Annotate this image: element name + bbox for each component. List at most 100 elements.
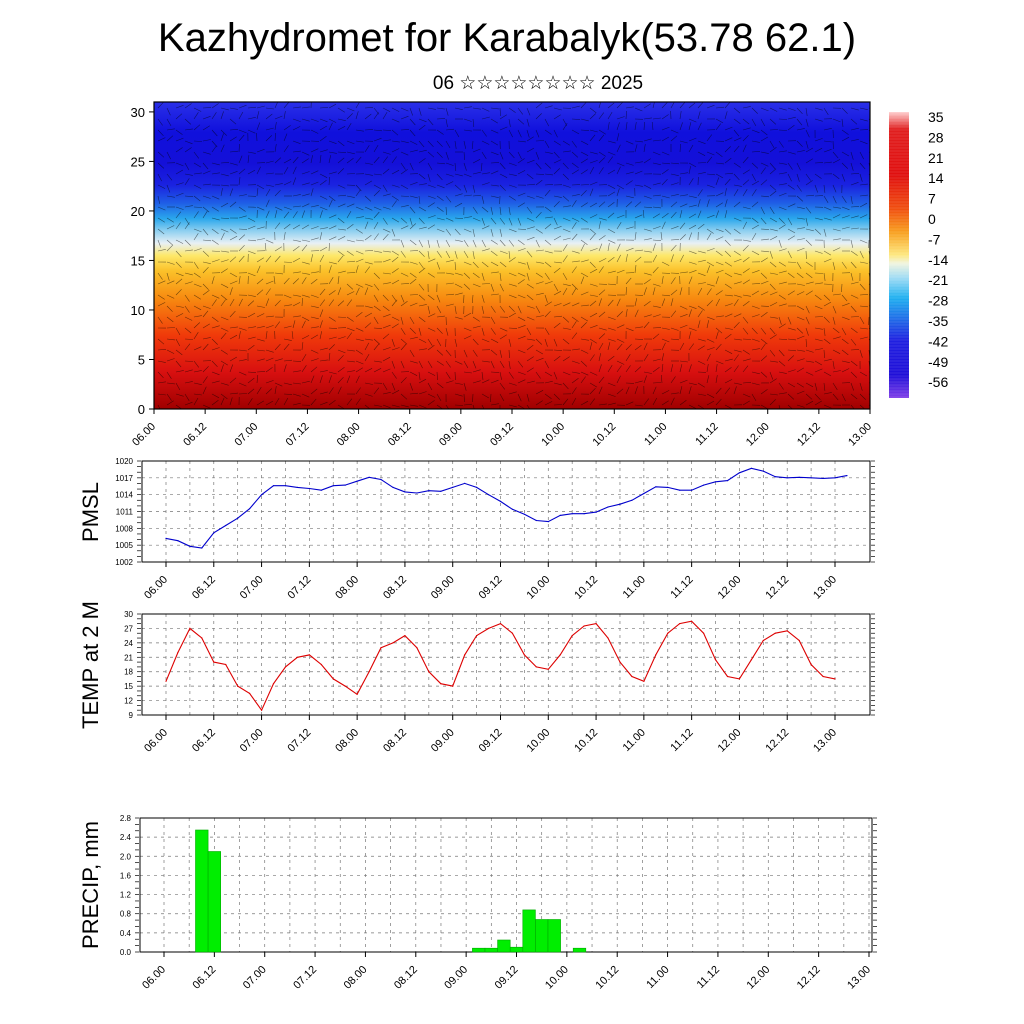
data-point xyxy=(547,668,549,670)
series-line xyxy=(165,467,848,549)
data-point xyxy=(798,639,800,642)
pmsl-panel: 1002 1005 1008 1011 1014 1017 1020 06.00 06.12 07… xyxy=(78,457,875,602)
data-point xyxy=(810,477,812,479)
xsec-xtick-label: 06.00 xyxy=(130,421,158,449)
data-point xyxy=(523,654,526,656)
data-point xyxy=(667,632,669,634)
colorbar-label: 21 xyxy=(928,150,944,166)
data-point xyxy=(822,675,824,678)
data-point xyxy=(296,486,298,488)
x-tick-label: 07.00 xyxy=(238,727,266,755)
wind-barbs xyxy=(157,102,870,409)
data-point xyxy=(750,467,753,469)
data-point xyxy=(284,666,287,668)
data-point xyxy=(499,623,502,625)
data-point xyxy=(356,480,358,482)
y-tick-label: 0.0 xyxy=(120,948,132,957)
temp-panel: 9 12 15 18 21 24 27 30 06.00 06.12 07.00 07.12 08.00… xyxy=(78,601,875,755)
data-point xyxy=(464,482,466,484)
precip-bar xyxy=(535,919,549,953)
precip-bar xyxy=(484,947,498,953)
x-tick-label: 10.12 xyxy=(572,574,600,602)
xsec-xtick-label: 10.00 xyxy=(539,421,567,449)
xsec-xtick-label: 12.12 xyxy=(795,421,823,449)
data-point xyxy=(631,499,633,501)
y-tick-label: 1.2 xyxy=(120,891,132,900)
y-tick-label: 1017 xyxy=(115,474,133,483)
x-tick-label: 13.00 xyxy=(811,574,839,602)
data-point xyxy=(380,478,382,481)
y-tick-label: 2.4 xyxy=(120,833,132,842)
data-point xyxy=(547,521,549,523)
xsec-ytick-label: 10 xyxy=(131,303,145,318)
data-point xyxy=(440,490,442,492)
x-tick-label: 10.00 xyxy=(524,574,552,602)
colorbar-label: -14 xyxy=(928,252,948,268)
x-tick-label: 10.12 xyxy=(593,964,621,992)
colorbar-label: 14 xyxy=(928,170,944,186)
x-tick-label: 11.12 xyxy=(668,727,695,754)
y-tick-label: 2.8 xyxy=(120,814,132,823)
x-tick-label: 08.12 xyxy=(381,574,409,602)
page-subtitle: 06 ☆☆☆☆☆☆☆☆ 2025 xyxy=(432,73,644,94)
data-point xyxy=(189,627,191,630)
x-tick-label: 06.12 xyxy=(190,727,218,755)
data-point xyxy=(284,485,287,487)
precip-panel: 0.0 0.4 0.8 1.2 1.6 2.0 2.4 2.8 06.00 06.12 07.00 0… xyxy=(78,814,877,992)
data-point xyxy=(392,486,394,488)
data-point xyxy=(834,678,836,680)
data-point xyxy=(559,654,561,656)
data-point xyxy=(189,545,191,547)
x-tick-label: 07.12 xyxy=(286,574,314,602)
x-tick-label: 13.00 xyxy=(811,727,839,755)
data-point xyxy=(261,494,263,496)
data-point xyxy=(308,654,310,656)
data-point xyxy=(344,685,346,687)
y-tick-label: 1008 xyxy=(115,524,133,533)
x-tick-label: 07.00 xyxy=(241,964,269,992)
colorbar-label: -35 xyxy=(928,313,948,329)
xsec-ytick-label: 20 xyxy=(131,204,145,219)
data-point xyxy=(703,484,705,486)
xsec-xtick-label: 08.12 xyxy=(386,421,414,449)
y-axis-label: TEMP at 2 M xyxy=(78,601,103,729)
data-point xyxy=(356,693,358,695)
data-point xyxy=(691,489,693,491)
x-tick-label: 08.12 xyxy=(381,727,409,755)
precip-bar xyxy=(472,947,486,953)
y-tick-label: 9 xyxy=(129,711,134,720)
cross-section-panel: 0 5 10 15 20 25 30 06.00 06.12 07.00 07.12 08.00 08.… xyxy=(130,101,874,449)
xsec-ytick-label: 30 xyxy=(131,105,145,120)
x-tick-label: 10.12 xyxy=(572,727,600,755)
data-point xyxy=(272,683,275,685)
y-tick-label: 0.4 xyxy=(120,929,132,938)
data-point xyxy=(619,503,621,505)
data-point xyxy=(404,491,406,493)
x-tick-label: 09.00 xyxy=(429,727,457,755)
xsec-shading xyxy=(154,102,870,409)
x-tick-label: 09.00 xyxy=(429,574,457,602)
x-tick-label: 06.00 xyxy=(142,727,170,755)
data-point xyxy=(320,489,322,491)
data-point xyxy=(726,675,729,678)
xsec-ytick-label: 15 xyxy=(131,253,145,268)
y-tick-label: 0.8 xyxy=(120,910,132,919)
xsec-xtick-label: 11.00 xyxy=(642,421,669,448)
data-point xyxy=(619,661,621,663)
data-point xyxy=(643,492,645,495)
x-tick-label: 09.12 xyxy=(477,574,505,602)
data-point xyxy=(786,630,788,632)
data-point xyxy=(643,680,645,682)
x-tick-label: 12.12 xyxy=(795,964,823,992)
x-tick-label: 07.12 xyxy=(286,727,314,755)
plot-frame xyxy=(141,460,871,563)
data-point xyxy=(655,654,657,656)
data-point xyxy=(679,489,681,491)
x-tick-label: 11.00 xyxy=(644,964,671,991)
page-title: Kazhydromet for Karabalyk(53.78 62.1) xyxy=(157,16,857,60)
data-point xyxy=(679,623,681,625)
data-point xyxy=(738,678,741,680)
data-point xyxy=(535,666,537,668)
data-point xyxy=(583,513,585,515)
